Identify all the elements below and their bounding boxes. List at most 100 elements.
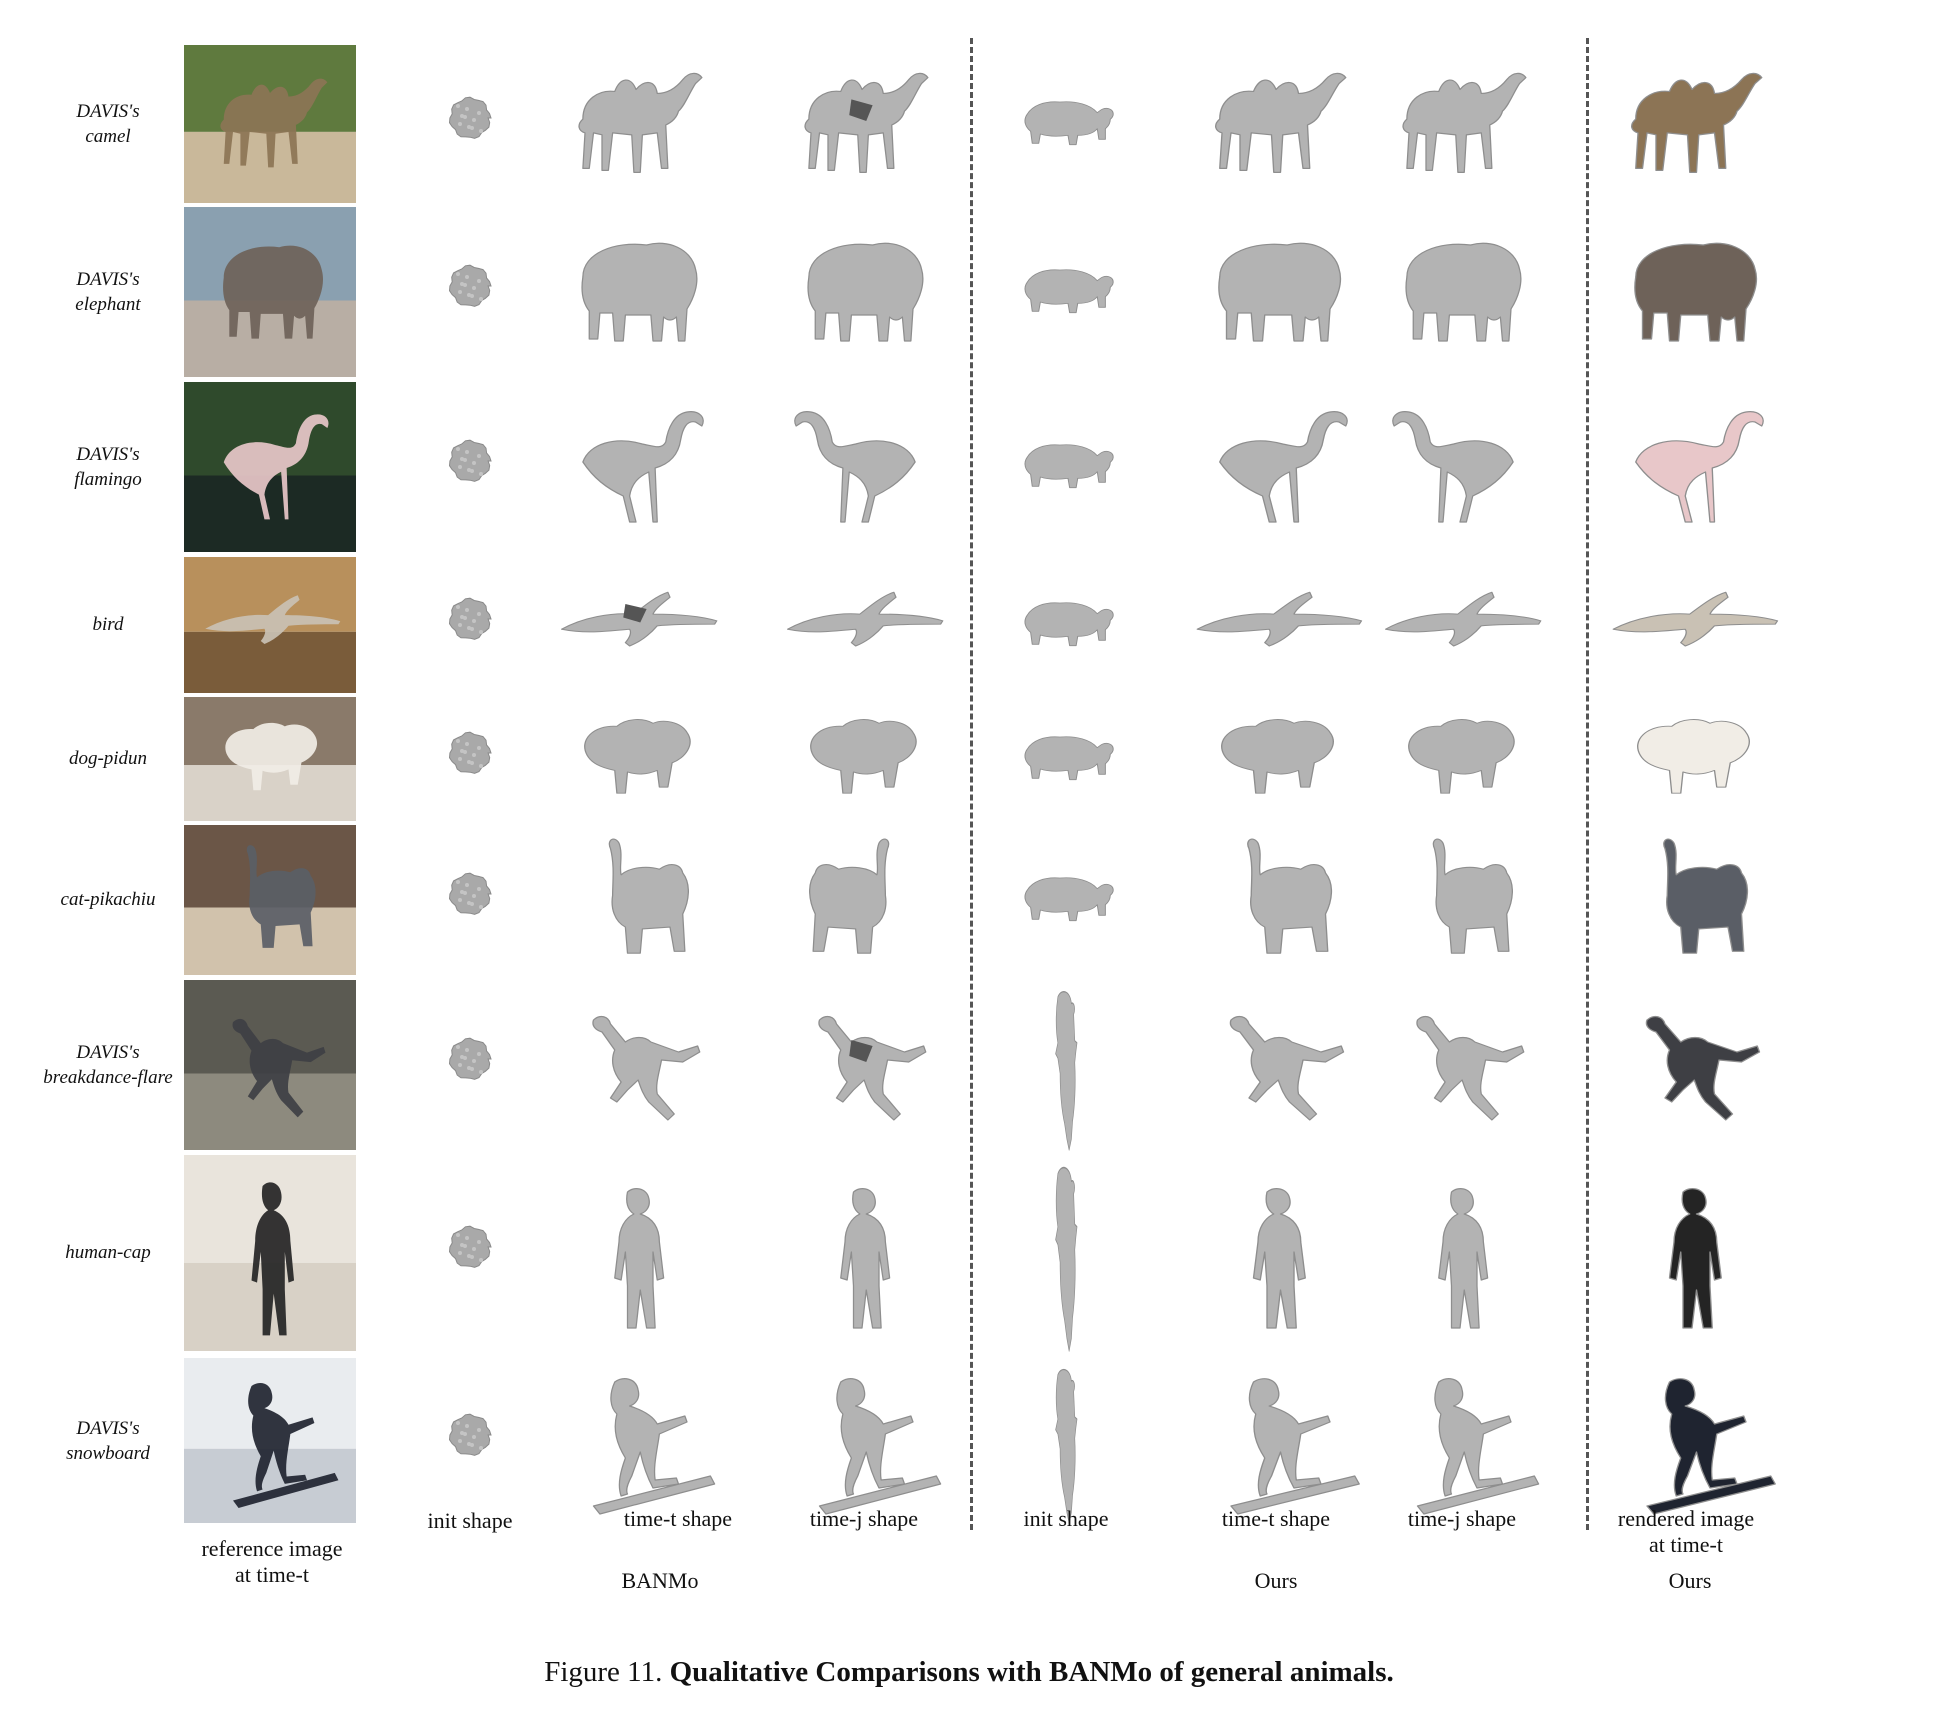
ours-time-j-shape-0 [1375, 50, 1545, 198]
photo-subject [246, 845, 316, 948]
ours-time-j-shape-7 [1375, 1178, 1545, 1329]
banmo-init-shape-6-texture [458, 1063, 462, 1067]
banmo-init-shape-1-svg [448, 264, 492, 307]
banmo-init-shape-3-texture [460, 615, 464, 619]
ours-time-j-shape-7-silhouette [1438, 1188, 1489, 1329]
ours-rendered-image-1-svg [1634, 242, 1758, 342]
ours-init-shape-1 [1003, 242, 1133, 342]
photo-ground [184, 631, 356, 693]
ours-rendered-image-6 [1602, 990, 1782, 1140]
ours-time-j-shape-8-silhouette [1416, 1377, 1540, 1515]
banmo-init-shape-1-texture [465, 275, 469, 279]
ours-time-j-shape-2-silhouette [1392, 411, 1514, 523]
ours-time-j-shape-3 [1375, 562, 1545, 688]
banmo-time-t-shape-3-hole [623, 604, 647, 623]
banmo-init-shape-2-texture [467, 468, 471, 472]
row-label-line2: breakdance-flare [43, 1067, 173, 1088]
banmo-time-t-shape-4 [551, 702, 721, 816]
banmo-time-j-shape-4 [777, 702, 947, 816]
banmo-init-shape-5-texture [458, 898, 462, 902]
banmo-init-shape-5-svg [448, 872, 492, 915]
ours-init-shape-6-silhouette [1055, 991, 1078, 1151]
ours-time-t-shape-0-silhouette [1215, 72, 1347, 173]
row-label-5: cat-pikachiu [33, 887, 183, 912]
row-label-6: DAVIS's breakdance-flare [33, 1040, 183, 1090]
ours-rendered-image-5-svg [1663, 838, 1749, 954]
banmo-time-t-shape-4-silhouette [584, 719, 691, 794]
ours-init-shape-6-svg [1055, 991, 1078, 1151]
column-label-ours-init: init shape [1023, 1506, 1109, 1531]
banmo-init-shape-2-texture [477, 454, 481, 458]
banmo-time-t-shape-8 [551, 1366, 721, 1516]
ours-time-t-shape-8-silhouette [1230, 1377, 1360, 1515]
ours-rendered-image-4-silhouette [1637, 719, 1750, 794]
ours-time-t-shape-3-silhouette [1196, 591, 1363, 647]
ours-time-t-shape-3 [1186, 562, 1366, 688]
banmo-time-j-shape-0-hole [849, 99, 873, 122]
banmo-init-shape-4-texture [458, 757, 462, 761]
row-label-line1: DAVIS's [76, 1042, 140, 1063]
reference-photo-svg [184, 825, 356, 975]
ours-time-t-shape-1-silhouette [1218, 242, 1342, 342]
banmo-time-j-shape-6-hole [849, 1040, 873, 1062]
banmo-init-shape-2 [446, 437, 494, 485]
banmo-init-shape-4-texture [460, 749, 464, 753]
banmo-time-t-shape-0-silhouette [578, 72, 703, 173]
banmo-init-shape-0-texture [479, 129, 483, 133]
ours-init-shape-2-svg [1024, 444, 1114, 489]
photo-subject [205, 595, 341, 645]
ours-time-t-shape-7-silhouette [1252, 1188, 1306, 1329]
banmo-init-shape-3-texture [458, 623, 462, 627]
banmo-init-shape-7-texture [458, 1251, 462, 1255]
banmo-time-j-shape-7-silhouette [840, 1188, 891, 1329]
banmo-init-shape-4-texture [479, 764, 483, 768]
reference-photo-dog [184, 697, 356, 821]
ours-init-shape-0-svg [1024, 101, 1114, 146]
ours-rendered-image-0 [1602, 50, 1782, 198]
banmo-init-shape-2-texture [460, 457, 464, 461]
ours-init-shape-2-silhouette [1024, 444, 1114, 489]
ours-time-j-shape-5-svg [1432, 838, 1513, 954]
banmo-init-shape-0-svg [448, 96, 492, 139]
banmo-init-shape-6-texture [472, 1059, 476, 1063]
ours-init-shape-5-svg [1024, 877, 1114, 922]
ours-init-shape-3-svg [1024, 602, 1114, 647]
row-label-8: DAVIS's snowboard [33, 1416, 183, 1466]
banmo-init-shape-4-texture [465, 742, 469, 746]
ours-time-j-shape-6 [1375, 990, 1545, 1140]
ours-rendered-image-8-silhouette [1646, 1377, 1776, 1515]
reference-label-line2: at time-t [235, 1562, 309, 1587]
banmo-init-shape-8-sphere [448, 1413, 492, 1456]
ours-time-t-shape-0 [1186, 50, 1366, 198]
banmo-time-t-shape-5-silhouette [608, 838, 689, 954]
banmo-init-shape-5-texture [477, 887, 481, 891]
banmo-init-shape-8-texture [479, 1445, 483, 1450]
ours-time-t-shape-6-silhouette [1229, 1015, 1345, 1121]
banmo-init-shape-6-texture [479, 1070, 483, 1074]
ours-init-shape-4 [1003, 709, 1133, 809]
row-label-2: DAVIS's flamingo [33, 442, 183, 492]
photo-ground [184, 1073, 356, 1150]
banmo-init-shape-7-texture [467, 1254, 471, 1258]
reference-photo-svg [184, 1155, 356, 1351]
banmo-time-j-shape-0-svg [804, 72, 929, 173]
banmo-time-t-shape-8-silhouette [592, 1377, 716, 1515]
row-label-line1: DAVIS's [76, 101, 140, 122]
ours-time-t-shape-7-svg [1252, 1188, 1306, 1329]
banmo-init-shape-6-texture [467, 1066, 471, 1070]
ours-rendered-image-0-svg [1631, 72, 1763, 173]
banmo-time-t-shape-8-svg [592, 1377, 716, 1515]
banmo-time-j-shape-3-silhouette [786, 591, 944, 647]
ours-init-shape-0 [1003, 74, 1133, 174]
banmo-init-shape-0-texture [472, 118, 476, 122]
banmo-init-shape-7-texture [479, 1258, 483, 1262]
ours-time-j-shape-5-silhouette [1432, 838, 1513, 954]
row-label-4: dog-pidun [33, 746, 183, 771]
banmo-init-shape-6-texture [477, 1052, 481, 1056]
ours-init-shape-1-svg [1024, 269, 1114, 314]
banmo-time-t-shape-1-silhouette [581, 242, 698, 342]
ours-init-shape-6 [1023, 986, 1113, 1151]
banmo-time-t-shape-6-svg [592, 1015, 701, 1121]
banmo-time-j-shape-4-svg [810, 719, 917, 794]
banmo-time-j-shape-6-silhouette [818, 1015, 927, 1121]
